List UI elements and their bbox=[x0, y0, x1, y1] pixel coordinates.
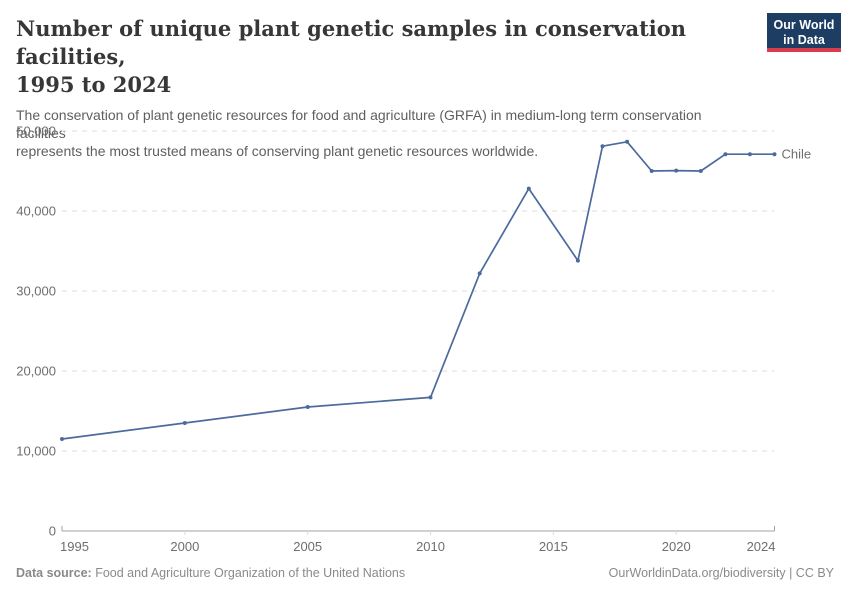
chart-header: Number of unique plant genetic samples i… bbox=[16, 15, 750, 160]
owid-logo-text-1: Our World bbox=[773, 18, 835, 32]
data-point[interactable] bbox=[575, 258, 580, 263]
data-point[interactable] bbox=[674, 168, 679, 173]
x-tick-label: 2010 bbox=[416, 539, 445, 554]
data-point[interactable] bbox=[182, 421, 187, 425]
data-point[interactable] bbox=[649, 169, 654, 173]
line-chart-svg: 0 10,000 20,000 30,000 40,000 50,000 1995 2000 2… bbox=[16, 124, 812, 555]
y-tick-label: 30,000 bbox=[16, 284, 56, 299]
data-point[interactable] bbox=[747, 152, 752, 157]
data-point[interactable] bbox=[625, 139, 630, 144]
title-line-1: Number of unique plant genetic samples i… bbox=[16, 16, 687, 69]
chart-footer: Data source: Food and Agriculture Organi… bbox=[16, 566, 834, 580]
x-tick-label: 2015 bbox=[539, 539, 568, 554]
y-tick-label: 10,000 bbox=[16, 444, 56, 459]
owid-logo-text-2: in Data bbox=[783, 33, 825, 47]
chart-subtitle: The conservation of plant genetic resour… bbox=[16, 106, 750, 160]
y-tick-label: 20,000 bbox=[16, 364, 56, 379]
data-point[interactable] bbox=[600, 144, 605, 149]
y-tick-label: 50,000 bbox=[16, 124, 56, 139]
subtitle-line-2: represents the most trusted means of con… bbox=[16, 143, 539, 159]
subtitle-line-1: The conservation of plant genetic resour… bbox=[16, 107, 702, 141]
owid-logo-background bbox=[767, 13, 841, 48]
data-point[interactable] bbox=[428, 395, 433, 400]
data-source-label: Data source: bbox=[16, 566, 92, 580]
x-tick-label: 2020 bbox=[662, 539, 691, 554]
x-tick-label: 2024 bbox=[747, 539, 776, 554]
data-source: Data source: Food and Agriculture Organi… bbox=[16, 566, 405, 580]
line-chart: 0 10,000 20,000 30,000 40,000 50,000 1995 2000 2… bbox=[0, 115, 850, 565]
x-tick-label: 1995 bbox=[60, 539, 89, 554]
x-tick-label: 2005 bbox=[293, 539, 322, 554]
data-point[interactable] bbox=[698, 169, 703, 173]
data-point[interactable] bbox=[526, 186, 531, 191]
series-label-chile[interactable]: Chile bbox=[782, 147, 812, 162]
page-title: Number of unique plant genetic samples i… bbox=[16, 15, 750, 99]
y-tick-label: 40,000 bbox=[16, 204, 56, 219]
owid-logo: Our World in Data bbox=[767, 13, 841, 52]
y-tick-label: 0 bbox=[49, 524, 56, 539]
data-point[interactable] bbox=[305, 405, 310, 409]
series-line-chile[interactable] bbox=[61, 140, 776, 440]
title-line-2: 1995 to 2024 bbox=[16, 72, 172, 97]
attribution-link[interactable]: OurWorldinData.org/biodiversity | CC BY bbox=[608, 566, 834, 580]
data-point[interactable] bbox=[772, 152, 777, 157]
owid-logo-red-bar bbox=[767, 48, 841, 52]
data-source-value: Food and Agriculture Organization of the… bbox=[95, 566, 406, 580]
x-tick-label: 2000 bbox=[170, 539, 199, 554]
data-point[interactable] bbox=[477, 271, 482, 276]
data-point[interactable] bbox=[723, 152, 728, 157]
data-point[interactable] bbox=[60, 437, 64, 441]
